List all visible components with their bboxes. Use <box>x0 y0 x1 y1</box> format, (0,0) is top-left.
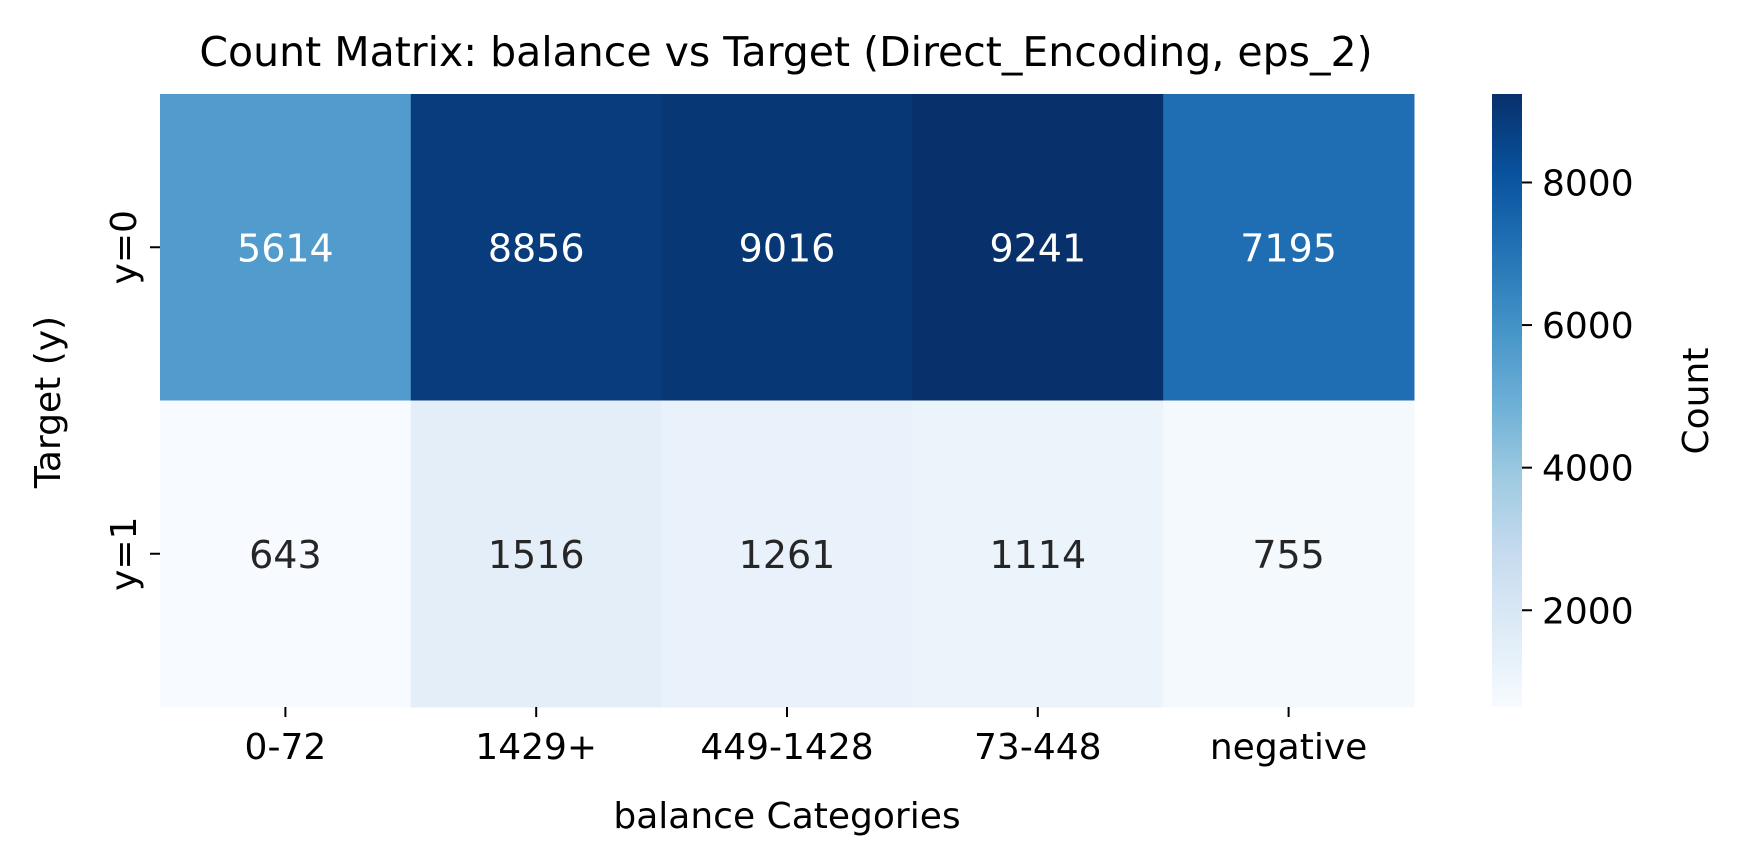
y-axis-label: Target (y) <box>28 316 69 489</box>
heatmap-cells: 5614 8856 9016 9241 7195 643 1516 1261 1114 755 <box>160 94 1415 708</box>
x-tick-label: 0-72 <box>245 727 327 768</box>
colorbar-tick-label: 2000 <box>1542 591 1634 632</box>
colorbar-tick-label: 8000 <box>1542 163 1634 204</box>
cell-value-label: 1114 <box>989 533 1086 577</box>
heatmap-cell <box>661 94 913 401</box>
cell-value-label: 9241 <box>989 226 1086 270</box>
heatmap-cell <box>410 400 663 708</box>
x-axis-label: balance Categories <box>613 796 960 837</box>
y-axis: y=0 y=1 <box>104 210 160 591</box>
heatmap-cell <box>912 94 1164 401</box>
heatmap-cell <box>912 400 1164 708</box>
heatmap-cell <box>1163 94 1415 401</box>
x-tick-label: 1429+ <box>475 727 597 768</box>
cell-value-label: 643 <box>249 533 322 577</box>
cell-value-label: 1261 <box>739 533 836 577</box>
cell-value-label: 1516 <box>488 533 585 577</box>
cell-value-label: 755 <box>1252 533 1325 577</box>
x-tick-label: negative <box>1210 727 1367 768</box>
heatmap-cell <box>160 94 412 401</box>
heatmap-cell <box>1163 400 1415 708</box>
x-tick-label: 449-1428 <box>700 727 873 768</box>
chart-title: Count Matrix: balance vs Target (Direct_… <box>199 28 1372 76</box>
colorbar-label: Count <box>1676 348 1717 455</box>
y-tick-label: y=1 <box>104 517 145 591</box>
colorbar-tick-label: 6000 <box>1542 306 1634 347</box>
colorbar-gradient <box>1492 94 1522 707</box>
heatmap-cell <box>160 400 412 708</box>
cell-value-label: 8856 <box>488 226 585 270</box>
cell-value-label: 5614 <box>237 226 334 270</box>
x-axis: 0-72 1429+ 449-1428 73-448 negative <box>245 707 1367 768</box>
colorbar: 2000 4000 6000 8000 <box>1492 94 1634 707</box>
x-tick-label: 73-448 <box>974 727 1102 768</box>
colorbar-tick-label: 4000 <box>1542 449 1634 490</box>
cell-value-label: 7195 <box>1240 226 1337 270</box>
y-tick-label: y=0 <box>104 210 145 284</box>
heatmap-cell <box>410 94 663 401</box>
cell-value-label: 9016 <box>739 226 836 270</box>
heatmap-cell <box>661 400 913 708</box>
